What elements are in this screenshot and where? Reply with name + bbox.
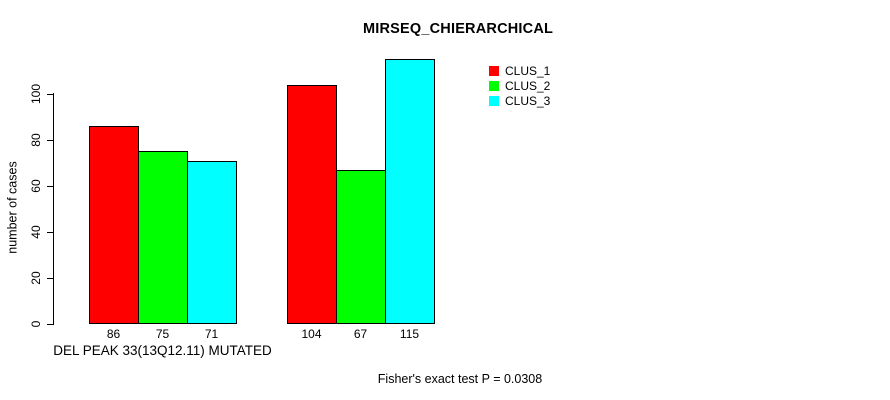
legend-label: CLUS_2 <box>505 78 551 93</box>
legend-item-clus_2: CLUS_2 <box>489 78 550 93</box>
legend: CLUS_1 CLUS_2 CLUS_3 <box>489 63 550 108</box>
bar-clus_3-group2 <box>385 59 435 324</box>
y-tick-mark <box>47 139 54 141</box>
bar-value-label: 67 <box>353 327 368 341</box>
y-tick-mark <box>47 93 54 95</box>
y-tick-label: 20 <box>29 271 43 285</box>
legend-label: CLUS_1 <box>505 63 551 78</box>
pvalue-annotation: Fisher's exact test P = 0.0308 <box>377 372 543 386</box>
y-tick-label: 40 <box>29 225 43 239</box>
y-tick-mark <box>47 323 54 325</box>
y-tick-label: 60 <box>29 179 43 193</box>
y-tick-label: 100 <box>29 83 43 105</box>
y-tick-mark <box>47 277 54 279</box>
bar-clus_3-group1 <box>187 161 237 324</box>
bar-value-label: 86 <box>106 327 121 341</box>
y-tick-label: 0 <box>29 320 43 328</box>
y-tick-mark <box>47 185 54 187</box>
legend-label: CLUS_3 <box>505 93 551 108</box>
bar-value-label: 104 <box>301 327 322 341</box>
bar-value-label: 115 <box>399 327 420 341</box>
bar-value-label: 75 <box>155 327 170 341</box>
legend-item-clus_1: CLUS_1 <box>489 63 550 78</box>
y-axis-title: number of cases <box>5 161 20 254</box>
chart-title: MIRSEQ_CHIERARCHICAL <box>362 21 554 37</box>
y-tick-mark <box>47 231 54 233</box>
bar-clus_2-group2 <box>336 170 386 324</box>
legend-swatch-icon <box>489 65 499 76</box>
bar-value-label: 71 <box>204 327 219 341</box>
y-axis-line <box>53 93 54 324</box>
bar-clus_1-group1 <box>89 126 139 324</box>
legend-item-clus_3: CLUS_3 <box>489 93 550 108</box>
legend-swatch-icon <box>489 80 499 91</box>
bar-clus_1-group2 <box>287 85 337 324</box>
x-axis-label: DEL PEAK 33(13Q12.11) MUTATED <box>53 343 272 358</box>
y-tick-label: 80 <box>29 133 43 147</box>
legend-swatch-icon <box>489 95 499 106</box>
bar-clus_2-group1 <box>138 151 188 324</box>
